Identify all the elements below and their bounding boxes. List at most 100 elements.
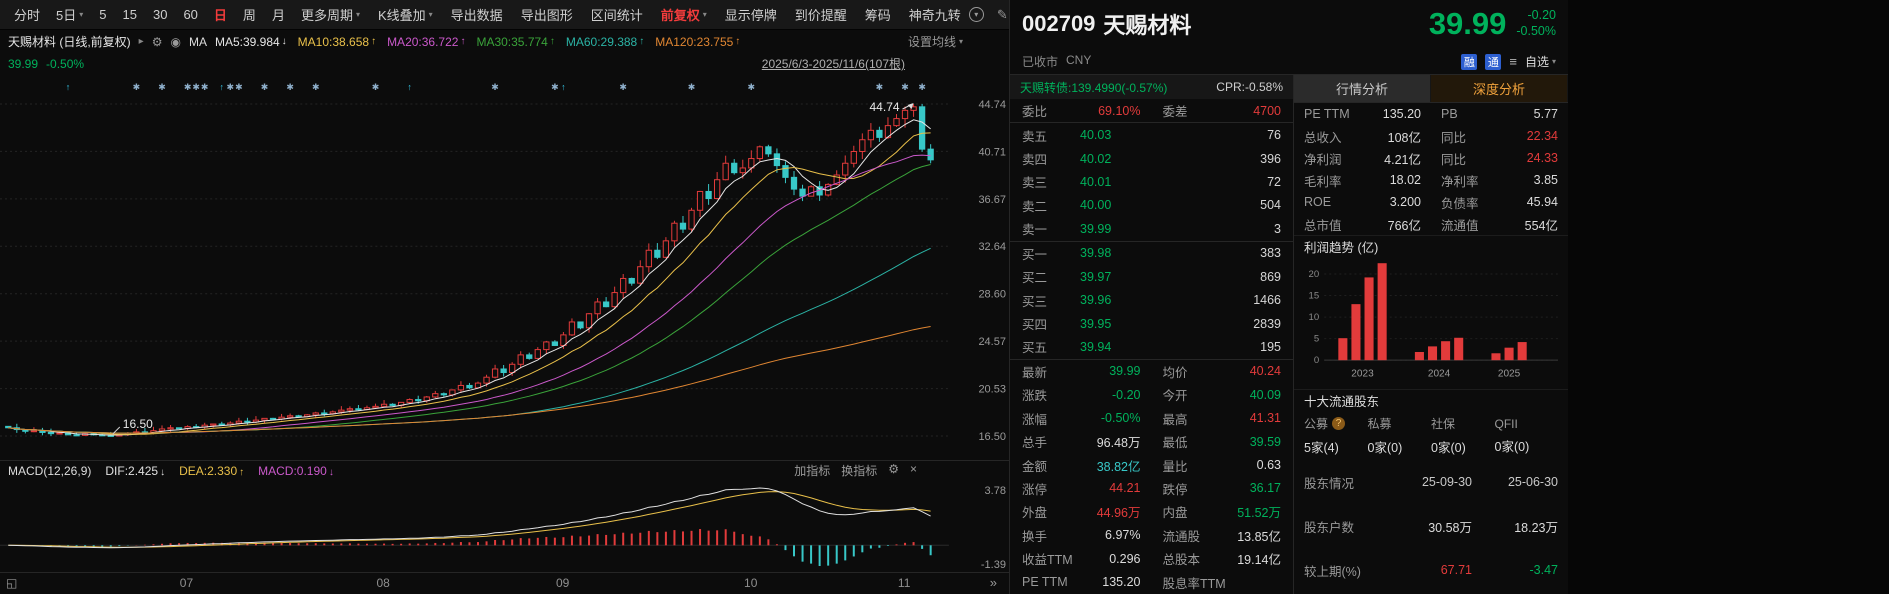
holder-type-label: 社保 bbox=[1431, 417, 1456, 431]
gear-icon[interactable]: ⚙ bbox=[888, 462, 899, 476]
quote-section: 002709 天赐材料 39.99 -0.20 -0.50% 已收市 CNY 融 bbox=[1010, 0, 1568, 594]
event-star-icon: ✱ bbox=[192, 82, 200, 92]
toolbar-period-button[interactable]: 分时 bbox=[6, 5, 48, 24]
stat-value: 0.296 bbox=[1109, 551, 1141, 566]
arrow-up-icon: ↑ bbox=[371, 36, 377, 47]
expand-arrow-icon[interactable]: ▸ bbox=[138, 36, 144, 47]
ask-volume: 3 bbox=[1274, 221, 1281, 236]
chart-change-pct: -0.50% bbox=[46, 56, 85, 71]
event-arrow-icon: ↑ bbox=[561, 82, 566, 92]
holders-table-row: 较上期(%) 67.71 -3.47 bbox=[1304, 548, 1558, 592]
candle-body bbox=[867, 129, 875, 141]
switch-indicator-button[interactable]: 换指标 bbox=[841, 464, 878, 478]
candle-body bbox=[739, 167, 746, 174]
toolbar-function-button[interactable]: 显示停牌 bbox=[717, 5, 785, 24]
ask-row-卖四[interactable]: 卖四 40.02 396 bbox=[1010, 147, 1293, 170]
candle-body bbox=[158, 428, 166, 432]
price-change-pct: -0.50% bbox=[1516, 24, 1556, 38]
holders-header-cell: 股东情况 bbox=[1304, 476, 1355, 491]
collapse-toolbar-icon[interactable]: ▾ bbox=[968, 7, 984, 22]
toolbar-function-button[interactable]: 前复权 ▾ bbox=[653, 5, 715, 24]
candle-body bbox=[893, 118, 900, 127]
macd-dea-value: DEA:2.330 ↑ bbox=[179, 463, 245, 478]
bid-row-买五[interactable]: 买五 39.94 195 bbox=[1010, 335, 1293, 360]
candle-body bbox=[713, 179, 721, 200]
ask-row-卖一[interactable]: 卖一 39.99 3 bbox=[1010, 217, 1293, 242]
event-arrow-icon: ↑ bbox=[407, 82, 412, 92]
toolbar-period-button[interactable]: 5日 ▾ bbox=[48, 5, 91, 24]
profit-bar bbox=[1377, 263, 1387, 361]
ask-row-卖二[interactable]: 卖二 40.00 504 bbox=[1010, 194, 1293, 217]
weibi-row: 委比 69.10% 委差 4700 bbox=[1010, 99, 1293, 124]
holder-type-label: 公募? bbox=[1304, 415, 1368, 432]
chart-instrument-label: 天赐材料 (日线,前复权) bbox=[8, 35, 131, 49]
toolbar-period-button[interactable]: 周 bbox=[235, 5, 264, 24]
bid-row-买一[interactable]: 买一 39.98 383 bbox=[1010, 242, 1293, 265]
holders-cell: 较上期(%) bbox=[1304, 564, 1361, 579]
event-star-icon: ✱ bbox=[901, 82, 909, 92]
toolbar-period-button[interactable]: 日 bbox=[206, 5, 235, 24]
holders-cell: 67.71 bbox=[1440, 563, 1472, 578]
toolbar-function-button[interactable]: 神奇九转 bbox=[901, 5, 969, 24]
finance-row: ROE 3.200 负债率 45.94 bbox=[1294, 191, 1568, 213]
stat-row: 收益TTM 0.296 总股本 19.14亿 bbox=[1010, 547, 1293, 570]
indicator-eye-icon[interactable]: ◉ bbox=[170, 34, 181, 49]
candle-body bbox=[244, 420, 251, 423]
macd-header: MACD(12,26,9) DIF:2.425 ↓ DEA:2.330 ↑ MACD… bbox=[0, 460, 1009, 480]
chart-scale-icon[interactable]: ◱ bbox=[6, 576, 18, 590]
bid-row-买三[interactable]: 买三 39.96 1466 bbox=[1010, 288, 1293, 311]
macd-chart[interactable]: 3.78 -1.39 bbox=[0, 480, 1009, 572]
profit-trend-chart: 20 15 10 5 0 2023 2024 2025 bbox=[1309, 263, 1558, 379]
stat-row: 涨幅 -0.50% 最高 41.31 bbox=[1010, 406, 1293, 429]
holders-table-header: 股东情况 25-09-30 25-06-30 bbox=[1304, 461, 1558, 505]
toolbar-period-button[interactable]: 60 bbox=[175, 7, 205, 22]
stat-value: 51.52万 bbox=[1237, 506, 1281, 521]
toolbar-function-button[interactable]: 区间统计 bbox=[583, 5, 651, 24]
date-range-selector[interactable]: 2025/6/3-2025/11/6(107根) bbox=[761, 57, 905, 71]
menu-icon[interactable]: ≡ bbox=[1509, 54, 1517, 69]
toolbar-function-button[interactable]: 到价提醒 bbox=[787, 5, 855, 24]
toolbar-period-button[interactable]: 15 bbox=[115, 7, 145, 22]
y-axis-label: 20.53 bbox=[978, 384, 1006, 396]
watchlist-button[interactable]: 自选 ▾ bbox=[1524, 55, 1556, 69]
holders-table: 股东情况 25-09-30 25-06-30 股东户数 30.58万 18.23万 较上期(… bbox=[1294, 461, 1568, 594]
holders-table-row: 股东户数 30.58万 18.23万 bbox=[1304, 504, 1558, 548]
holders-header-cell: 25-09-30 bbox=[1421, 475, 1472, 490]
ask-label: 卖二 bbox=[1022, 199, 1048, 214]
ask-row-卖三[interactable]: 卖三 40.01 72 bbox=[1010, 170, 1293, 193]
candlestick-chart[interactable]: 44.74 40.71 36.67 32.64 28.60 24.57 20.53 16.50… bbox=[0, 74, 1009, 460]
toolbar-period-button[interactable]: 更多周期 ▾ bbox=[293, 5, 368, 24]
ask-volume: 504 bbox=[1260, 198, 1281, 213]
ask-row-卖五[interactable]: 卖五 40.03 76 bbox=[1010, 123, 1293, 146]
convertible-bond-bar[interactable]: 天赐转债:139.4990(-0.57%) CPR:-0.58% bbox=[1010, 75, 1293, 99]
event-star-icon: ✱ bbox=[184, 82, 192, 92]
toolbar-period-label: 周 bbox=[242, 8, 256, 23]
main-chart-area: 44.74 40.71 36.67 32.64 28.60 24.57 20.53 16.50… bbox=[0, 74, 1009, 460]
toolbar-period-button[interactable]: 5 bbox=[91, 7, 114, 22]
help-icon[interactable]: ? bbox=[1332, 417, 1346, 430]
tab-quote-analysis[interactable]: 行情分析 bbox=[1294, 75, 1431, 102]
draw-tool-icon[interactable]: ✎ bbox=[996, 6, 1008, 22]
finance-value: 18.02 bbox=[1389, 173, 1421, 187]
toolbar-function-button[interactable]: 导出图形 bbox=[513, 5, 581, 24]
ma-legend-item: MA5:39.984 ↓ bbox=[215, 35, 287, 49]
ma-settings-button[interactable]: 设置均线 ▾ bbox=[908, 33, 1001, 50]
finance-label: 同比 bbox=[1441, 152, 1467, 167]
toolbar-function-button[interactable]: 筹码 bbox=[857, 5, 899, 24]
toolbar-period-button[interactable]: 月 bbox=[264, 5, 293, 24]
gear-icon[interactable]: ⚙ bbox=[151, 34, 163, 49]
candle-body bbox=[782, 165, 789, 178]
candle-body bbox=[338, 409, 345, 413]
toolbar-period-button[interactable]: 30 bbox=[145, 7, 175, 22]
toolbar-function-button[interactable]: K线叠加 ▾ bbox=[370, 5, 441, 24]
add-indicator-button[interactable]: 加指标 bbox=[794, 464, 831, 478]
bid-row-买四[interactable]: 买四 39.95 2839 bbox=[1010, 312, 1293, 335]
toolbar-function-button[interactable]: 导出数据 bbox=[443, 5, 511, 24]
scroll-right-icon[interactable]: » bbox=[989, 575, 997, 590]
stat-label: 今开 bbox=[1162, 389, 1188, 404]
tab-depth-analysis[interactable]: 深度分析 bbox=[1431, 75, 1568, 102]
close-icon[interactable]: × bbox=[909, 462, 917, 476]
bid-volume: 383 bbox=[1260, 246, 1281, 261]
bid-row-买二[interactable]: 买二 39.97 869 bbox=[1010, 265, 1293, 288]
